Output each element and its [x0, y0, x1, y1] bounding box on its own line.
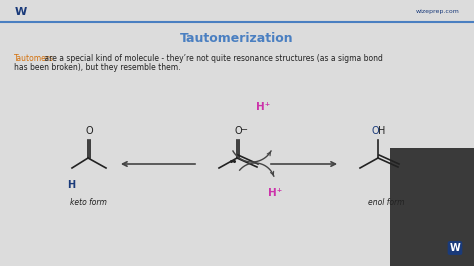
Text: W: W — [15, 7, 27, 17]
Text: H⁺: H⁺ — [256, 102, 270, 112]
Text: O: O — [85, 126, 93, 136]
Text: has been broken), but they resemble them.: has been broken), but they resemble them… — [14, 63, 181, 72]
Text: keto form: keto form — [70, 198, 107, 207]
Text: Tautomerization: Tautomerization — [180, 31, 294, 44]
Text: H⁺: H⁺ — [268, 188, 282, 198]
Text: −: − — [240, 125, 247, 134]
Bar — [390, 148, 474, 266]
Text: enol form: enol form — [368, 198, 404, 207]
Text: O: O — [234, 126, 242, 136]
Text: O: O — [371, 126, 379, 136]
Text: H: H — [378, 126, 386, 136]
Text: H: H — [67, 180, 75, 190]
Text: wizeprep.com: wizeprep.com — [416, 10, 460, 15]
Text: W: W — [450, 243, 460, 253]
Text: Tautomers: Tautomers — [14, 54, 54, 63]
Text: are a special kind of molecule - they’re not quite resonance structures (as a si: are a special kind of molecule - they’re… — [42, 54, 383, 63]
